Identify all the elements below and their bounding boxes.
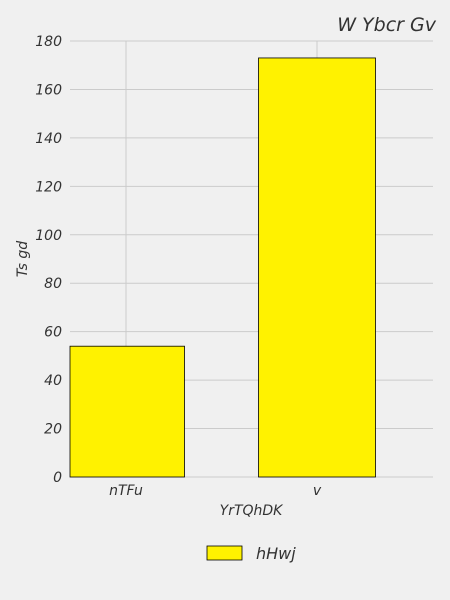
y-tick-label: 180 <box>35 34 62 50</box>
legend: hHwj <box>206 544 296 563</box>
bars <box>69 57 376 478</box>
y-tick-label: 120 <box>35 179 62 195</box>
x-tick-label: v <box>313 483 322 499</box>
y-tick-label: 100 <box>35 228 62 244</box>
bar <box>258 57 376 478</box>
legend-swatch <box>206 545 243 561</box>
y-tick-label: 60 <box>44 325 62 341</box>
legend-label: hHwj <box>256 544 296 563</box>
chart-title: W Ybcr Gv <box>337 14 437 36</box>
y-tick-label: 140 <box>35 131 62 147</box>
y-tick-label: 160 <box>35 82 62 98</box>
y-axis-title: Ts gd <box>15 241 31 278</box>
y-tick-label: 20 <box>44 422 62 438</box>
y-tick-label: 0 <box>53 470 62 486</box>
y-axis-ticks: 0 20 40 60 80 100 120 140 160 180 <box>35 34 62 486</box>
x-tick-label: nTFu <box>109 483 143 499</box>
x-axis-title: YrTQhDK <box>220 503 285 519</box>
y-tick-label: 80 <box>44 276 62 292</box>
x-axis-ticks: nTFu v <box>109 483 322 499</box>
bar <box>69 345 185 478</box>
y-tick-label: 40 <box>44 373 62 389</box>
